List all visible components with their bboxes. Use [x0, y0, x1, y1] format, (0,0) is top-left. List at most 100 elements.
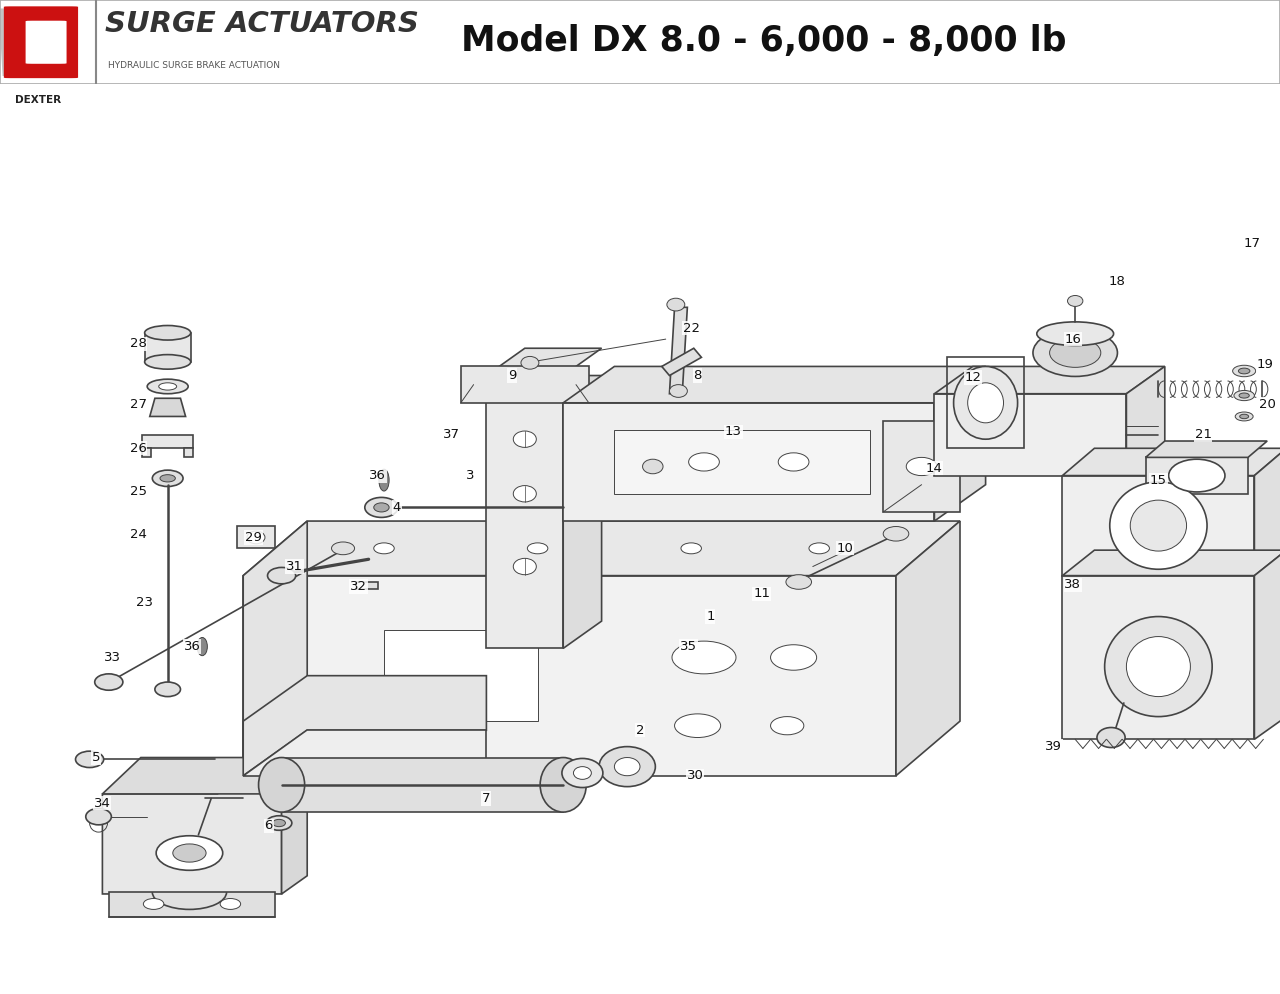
Text: 29: 29 — [244, 531, 262, 544]
Text: 19: 19 — [1256, 358, 1274, 371]
Ellipse shape — [145, 325, 191, 340]
Text: 6: 6 — [265, 819, 273, 832]
Text: 30: 30 — [686, 769, 704, 782]
Ellipse shape — [1033, 329, 1117, 377]
Polygon shape — [243, 576, 896, 775]
Ellipse shape — [1233, 365, 1256, 377]
Ellipse shape — [197, 637, 207, 656]
Ellipse shape — [521, 357, 539, 369]
Ellipse shape — [259, 757, 305, 812]
Ellipse shape — [1050, 338, 1101, 368]
Text: 9: 9 — [508, 369, 516, 382]
Ellipse shape — [266, 816, 292, 830]
Ellipse shape — [643, 459, 663, 474]
Ellipse shape — [667, 298, 685, 311]
Ellipse shape — [247, 531, 265, 544]
Ellipse shape — [883, 527, 909, 541]
Text: 26: 26 — [129, 441, 147, 455]
FancyBboxPatch shape — [26, 21, 67, 64]
Polygon shape — [243, 731, 486, 775]
Ellipse shape — [1105, 616, 1212, 717]
Ellipse shape — [954, 367, 1018, 439]
Ellipse shape — [1110, 482, 1207, 570]
Ellipse shape — [152, 470, 183, 486]
Ellipse shape — [778, 453, 809, 471]
Text: 35: 35 — [680, 640, 698, 653]
Polygon shape — [26, 8, 36, 77]
Polygon shape — [1062, 475, 1254, 576]
FancyBboxPatch shape — [4, 6, 78, 79]
Polygon shape — [662, 348, 701, 376]
Text: 1: 1 — [707, 610, 714, 623]
Polygon shape — [35, 8, 45, 77]
Ellipse shape — [681, 543, 701, 554]
Polygon shape — [1146, 441, 1267, 457]
Ellipse shape — [147, 379, 188, 394]
Polygon shape — [1062, 550, 1280, 576]
Text: 34: 34 — [93, 796, 111, 809]
Ellipse shape — [159, 383, 177, 390]
Text: 37: 37 — [443, 428, 461, 441]
Text: 36: 36 — [183, 640, 201, 653]
Ellipse shape — [669, 385, 687, 398]
Text: 14: 14 — [925, 462, 943, 475]
Text: 2: 2 — [636, 724, 644, 737]
Text: 16: 16 — [1064, 333, 1082, 346]
Text: 21: 21 — [1194, 428, 1212, 441]
Ellipse shape — [1239, 393, 1249, 398]
Ellipse shape — [268, 568, 296, 583]
Ellipse shape — [1169, 459, 1225, 492]
Polygon shape — [563, 403, 934, 521]
Polygon shape — [486, 348, 602, 376]
Polygon shape — [243, 521, 960, 576]
Ellipse shape — [143, 899, 164, 910]
Ellipse shape — [1068, 295, 1083, 306]
Text: 4: 4 — [393, 501, 401, 514]
Polygon shape — [282, 757, 307, 894]
Ellipse shape — [540, 757, 586, 812]
Polygon shape — [1126, 367, 1165, 475]
Ellipse shape — [968, 383, 1004, 422]
Polygon shape — [934, 367, 986, 521]
Text: 13: 13 — [724, 425, 742, 438]
Text: 28: 28 — [129, 337, 147, 350]
Text: 20: 20 — [1258, 399, 1276, 412]
Polygon shape — [1254, 448, 1280, 576]
Ellipse shape — [614, 757, 640, 775]
Bar — [145, 333, 191, 362]
Polygon shape — [1062, 448, 1280, 475]
Ellipse shape — [1126, 636, 1190, 697]
Polygon shape — [0, 8, 9, 77]
Polygon shape — [109, 893, 275, 916]
Ellipse shape — [374, 503, 389, 512]
Ellipse shape — [771, 645, 817, 670]
Polygon shape — [934, 367, 1165, 394]
Ellipse shape — [786, 575, 812, 589]
Text: 11: 11 — [753, 587, 771, 600]
Polygon shape — [243, 676, 486, 775]
Ellipse shape — [173, 844, 206, 862]
Text: SURGE ACTUATORS: SURGE ACTUATORS — [105, 10, 419, 38]
Polygon shape — [669, 307, 687, 394]
Ellipse shape — [513, 559, 536, 575]
Ellipse shape — [220, 899, 241, 910]
Polygon shape — [44, 8, 54, 77]
Ellipse shape — [809, 543, 829, 554]
Polygon shape — [102, 731, 282, 894]
Ellipse shape — [562, 758, 603, 787]
Text: 33: 33 — [104, 651, 122, 664]
Text: 39: 39 — [1044, 741, 1062, 753]
Polygon shape — [282, 757, 563, 812]
Text: 8: 8 — [694, 369, 701, 382]
Polygon shape — [237, 526, 275, 549]
Text: 23: 23 — [136, 596, 154, 609]
Polygon shape — [243, 521, 307, 775]
Ellipse shape — [513, 486, 536, 502]
Text: 5: 5 — [92, 751, 100, 764]
Ellipse shape — [1234, 391, 1254, 401]
Polygon shape — [356, 582, 378, 589]
Ellipse shape — [599, 746, 655, 786]
Text: 32: 32 — [349, 580, 367, 593]
Ellipse shape — [771, 717, 804, 735]
Polygon shape — [486, 376, 563, 648]
